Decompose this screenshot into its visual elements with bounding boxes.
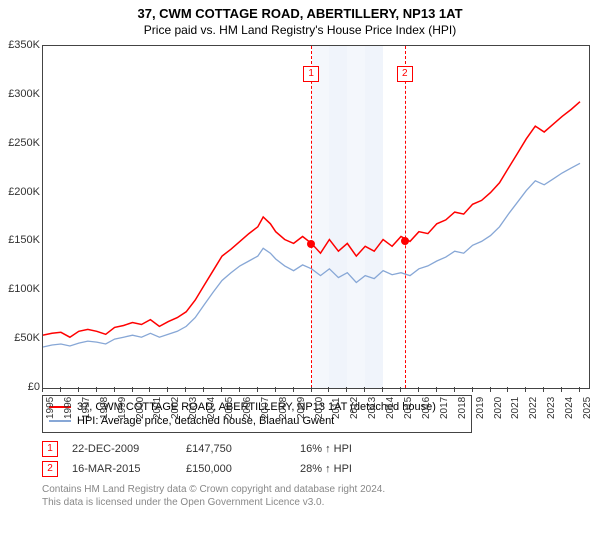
chart-subtitle: Price paid vs. HM Land Registry's House … [0,21,600,41]
x-tick-label: 2001 [152,397,163,419]
x-tick-label: 2002 [170,397,181,419]
x-tick-label: 1997 [81,397,92,419]
chart-plot-area: 12 [42,45,590,389]
x-tick-label: 2018 [457,397,468,419]
x-tick-label: 2020 [493,397,504,419]
x-tick-mark [221,387,222,392]
x-tick-label: 2003 [188,397,199,419]
x-tick-label: 1996 [63,397,74,419]
x-tick-mark [149,387,150,392]
x-tick-label: 2016 [421,397,432,419]
x-tick-mark [293,387,294,392]
x-tick-mark [418,387,419,392]
y-tick-label: £100K [8,283,40,295]
x-tick-mark [257,387,258,392]
sale-date: 22-DEC-2009 [72,443,172,455]
x-tick-mark [203,387,204,392]
x-tick-mark [561,387,562,392]
chart-footer: Contains HM Land Registry data © Crown c… [42,483,600,509]
x-tick-mark [490,387,491,392]
x-tick-label: 2009 [296,397,307,419]
sale-pct: 16% ↑ HPI [300,443,400,455]
x-tick-mark [543,387,544,392]
x-tick-mark [507,387,508,392]
x-tick-mark [525,387,526,392]
x-tick-label: 2012 [349,397,360,419]
x-tick-label: 2008 [278,397,289,419]
x-tick-mark [275,387,276,392]
sale-pct: 28% ↑ HPI [300,463,400,475]
sale-row-flag: 1 [42,441,58,457]
x-tick-mark [400,387,401,392]
footer-line-2: This data is licensed under the Open Gov… [42,496,600,509]
sale-row-flag: 2 [42,461,58,477]
chart-svg [43,46,589,388]
sale-price: £147,750 [186,443,286,455]
x-tick-label: 2019 [475,397,486,419]
x-tick-label: 2005 [224,397,235,419]
x-tick-label: 2025 [582,397,593,419]
x-tick-mark [328,387,329,392]
x-tick-mark [472,387,473,392]
x-tick-label: 1995 [45,397,56,419]
chart-title: 37, CWM COTTAGE ROAD, ABERTILLERY, NP13 … [0,0,600,21]
x-tick-label: 1999 [117,397,128,419]
legend-swatch [49,420,71,422]
x-tick-mark [42,387,43,392]
sales-table: 1 22-DEC-2009 £147,750 16% ↑ HPI 2 16-MAR-201… [42,439,600,479]
x-tick-mark [132,387,133,392]
x-tick-label: 2014 [385,397,396,419]
legend-label: 37, CWM COTTAGE ROAD, ABERTILLERY, NP13 … [77,401,436,413]
footer-line-1: Contains HM Land Registry data © Crown c… [42,483,600,496]
x-tick-label: 1998 [99,397,110,419]
x-tick-label: 2013 [367,397,378,419]
x-tick-label: 2000 [135,397,146,419]
sale-date: 16-MAR-2015 [72,463,172,475]
x-tick-label: 2021 [510,397,521,419]
x-tick-mark [78,387,79,392]
x-tick-mark [311,387,312,392]
y-tick-label: £50K [14,332,40,344]
x-tick-mark [364,387,365,392]
x-tick-mark [114,387,115,392]
x-tick-label: 2022 [528,397,539,419]
x-tick-mark [382,387,383,392]
x-tick-label: 2017 [439,397,450,419]
y-tick-label: £200K [8,186,40,198]
x-tick-label: 2006 [242,397,253,419]
x-tick-label: 2011 [331,397,342,419]
sale-price: £150,000 [186,463,286,475]
x-tick-mark [579,387,580,392]
x-tick-mark [239,387,240,392]
sale-marker [307,240,315,248]
sale-marker [401,237,409,245]
x-tick-mark [96,387,97,392]
y-tick-label: £300K [8,88,40,100]
x-tick-label: 2004 [206,397,217,419]
x-tick-mark [60,387,61,392]
x-tick-mark [167,387,168,392]
x-tick-label: 2015 [403,397,414,419]
sale-row: 1 22-DEC-2009 £147,750 16% ↑ HPI [42,439,600,459]
sale-flag: 2 [397,66,413,82]
sale-vline [311,46,312,388]
y-tick-label: £250K [8,137,40,149]
x-tick-mark [436,387,437,392]
y-tick-label: £150K [8,234,40,246]
x-tick-mark [454,387,455,392]
sale-flag: 1 [303,66,319,82]
x-tick-label: 2024 [564,397,575,419]
x-tick-label: 2023 [546,397,557,419]
sale-vline [405,46,406,388]
sale-row: 2 16-MAR-2015 £150,000 28% ↑ HPI [42,459,600,479]
y-tick-label: £0 [28,381,40,393]
x-tick-label: 2010 [314,397,325,419]
y-tick-label: £350K [8,39,40,51]
x-tick-label: 2007 [260,397,271,419]
x-tick-mark [185,387,186,392]
x-tick-mark [346,387,347,392]
